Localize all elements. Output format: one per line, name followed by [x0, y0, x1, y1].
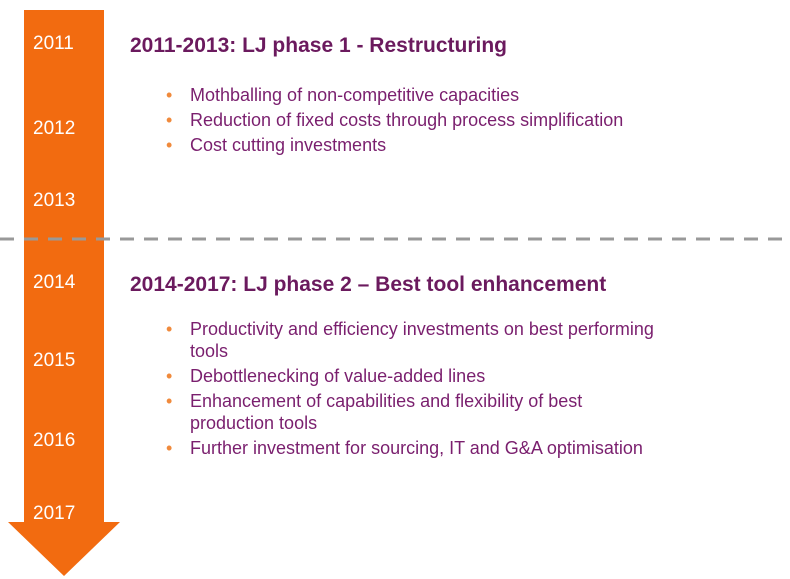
bullet-item: Cost cutting investments	[166, 134, 670, 156]
bullet-item: Enhancement of capabilities and flexibil…	[166, 390, 670, 434]
bullet-item: Debottlenecking of value-added lines	[166, 365, 670, 387]
year-label: 2014	[33, 272, 76, 293]
year-label: 2017	[33, 503, 76, 524]
bullet-item: Productivity and efficiency investments …	[166, 318, 670, 362]
year-label: 2013	[33, 190, 76, 211]
bullet-item: Mothballing of non-competitive capacitie…	[166, 84, 670, 106]
phase-title: 2011-2013: LJ phase 1 - Restructuring	[130, 34, 507, 57]
bullet-list: Mothballing of non-competitive capacitie…	[166, 84, 670, 159]
bullet-item: Reduction of fixed costs through process…	[166, 109, 670, 131]
year-label: 2011	[33, 33, 74, 54]
year-label: 2015	[33, 350, 76, 371]
year-label: 2012	[33, 118, 76, 139]
year-label: 2016	[33, 430, 76, 451]
phase-title: 2014-2017: LJ phase 2 – Best tool enhanc…	[130, 273, 607, 296]
timeline-arrow	[8, 10, 120, 576]
bullet-list: Productivity and efficiency investments …	[166, 318, 670, 462]
bullet-item: Further investment for sourcing, IT and …	[166, 437, 670, 459]
